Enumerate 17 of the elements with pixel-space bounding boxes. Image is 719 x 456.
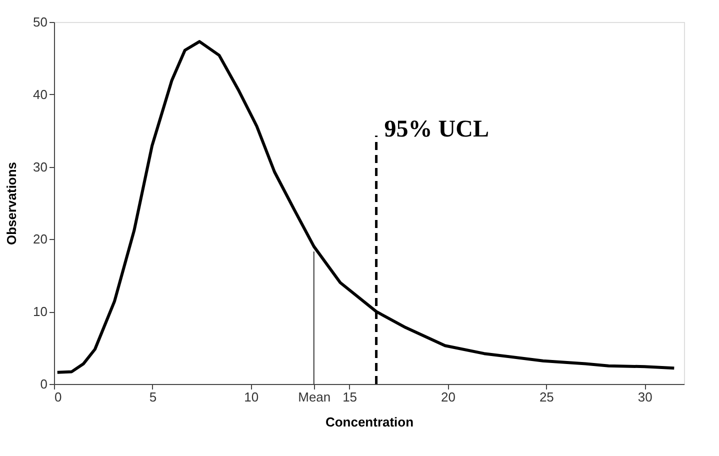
x-tick-label: 20 xyxy=(441,390,456,404)
y-tick-label: 50 xyxy=(33,14,48,30)
y-tick-label: 0 xyxy=(40,376,48,392)
y-tick-label: 30 xyxy=(33,159,48,174)
x-tick-label: 0 xyxy=(54,390,62,404)
x-axis-title: Concentration xyxy=(325,414,414,430)
y-axis-title: Observations xyxy=(4,162,20,246)
x-tick-label: 30 xyxy=(638,390,652,404)
x-tick-label: Mean xyxy=(298,390,331,404)
y-tick-label: 20 xyxy=(33,232,48,247)
x-tick-label: 25 xyxy=(539,390,554,404)
annotation: 95% UCL xyxy=(384,116,489,143)
x-tick-label: 15 xyxy=(342,390,358,404)
y-tick-label: 10 xyxy=(33,304,48,320)
y-tick-label: 40 xyxy=(33,86,48,102)
x-tick-label: 10 xyxy=(244,390,259,404)
x-tick-label: 5 xyxy=(149,390,157,404)
